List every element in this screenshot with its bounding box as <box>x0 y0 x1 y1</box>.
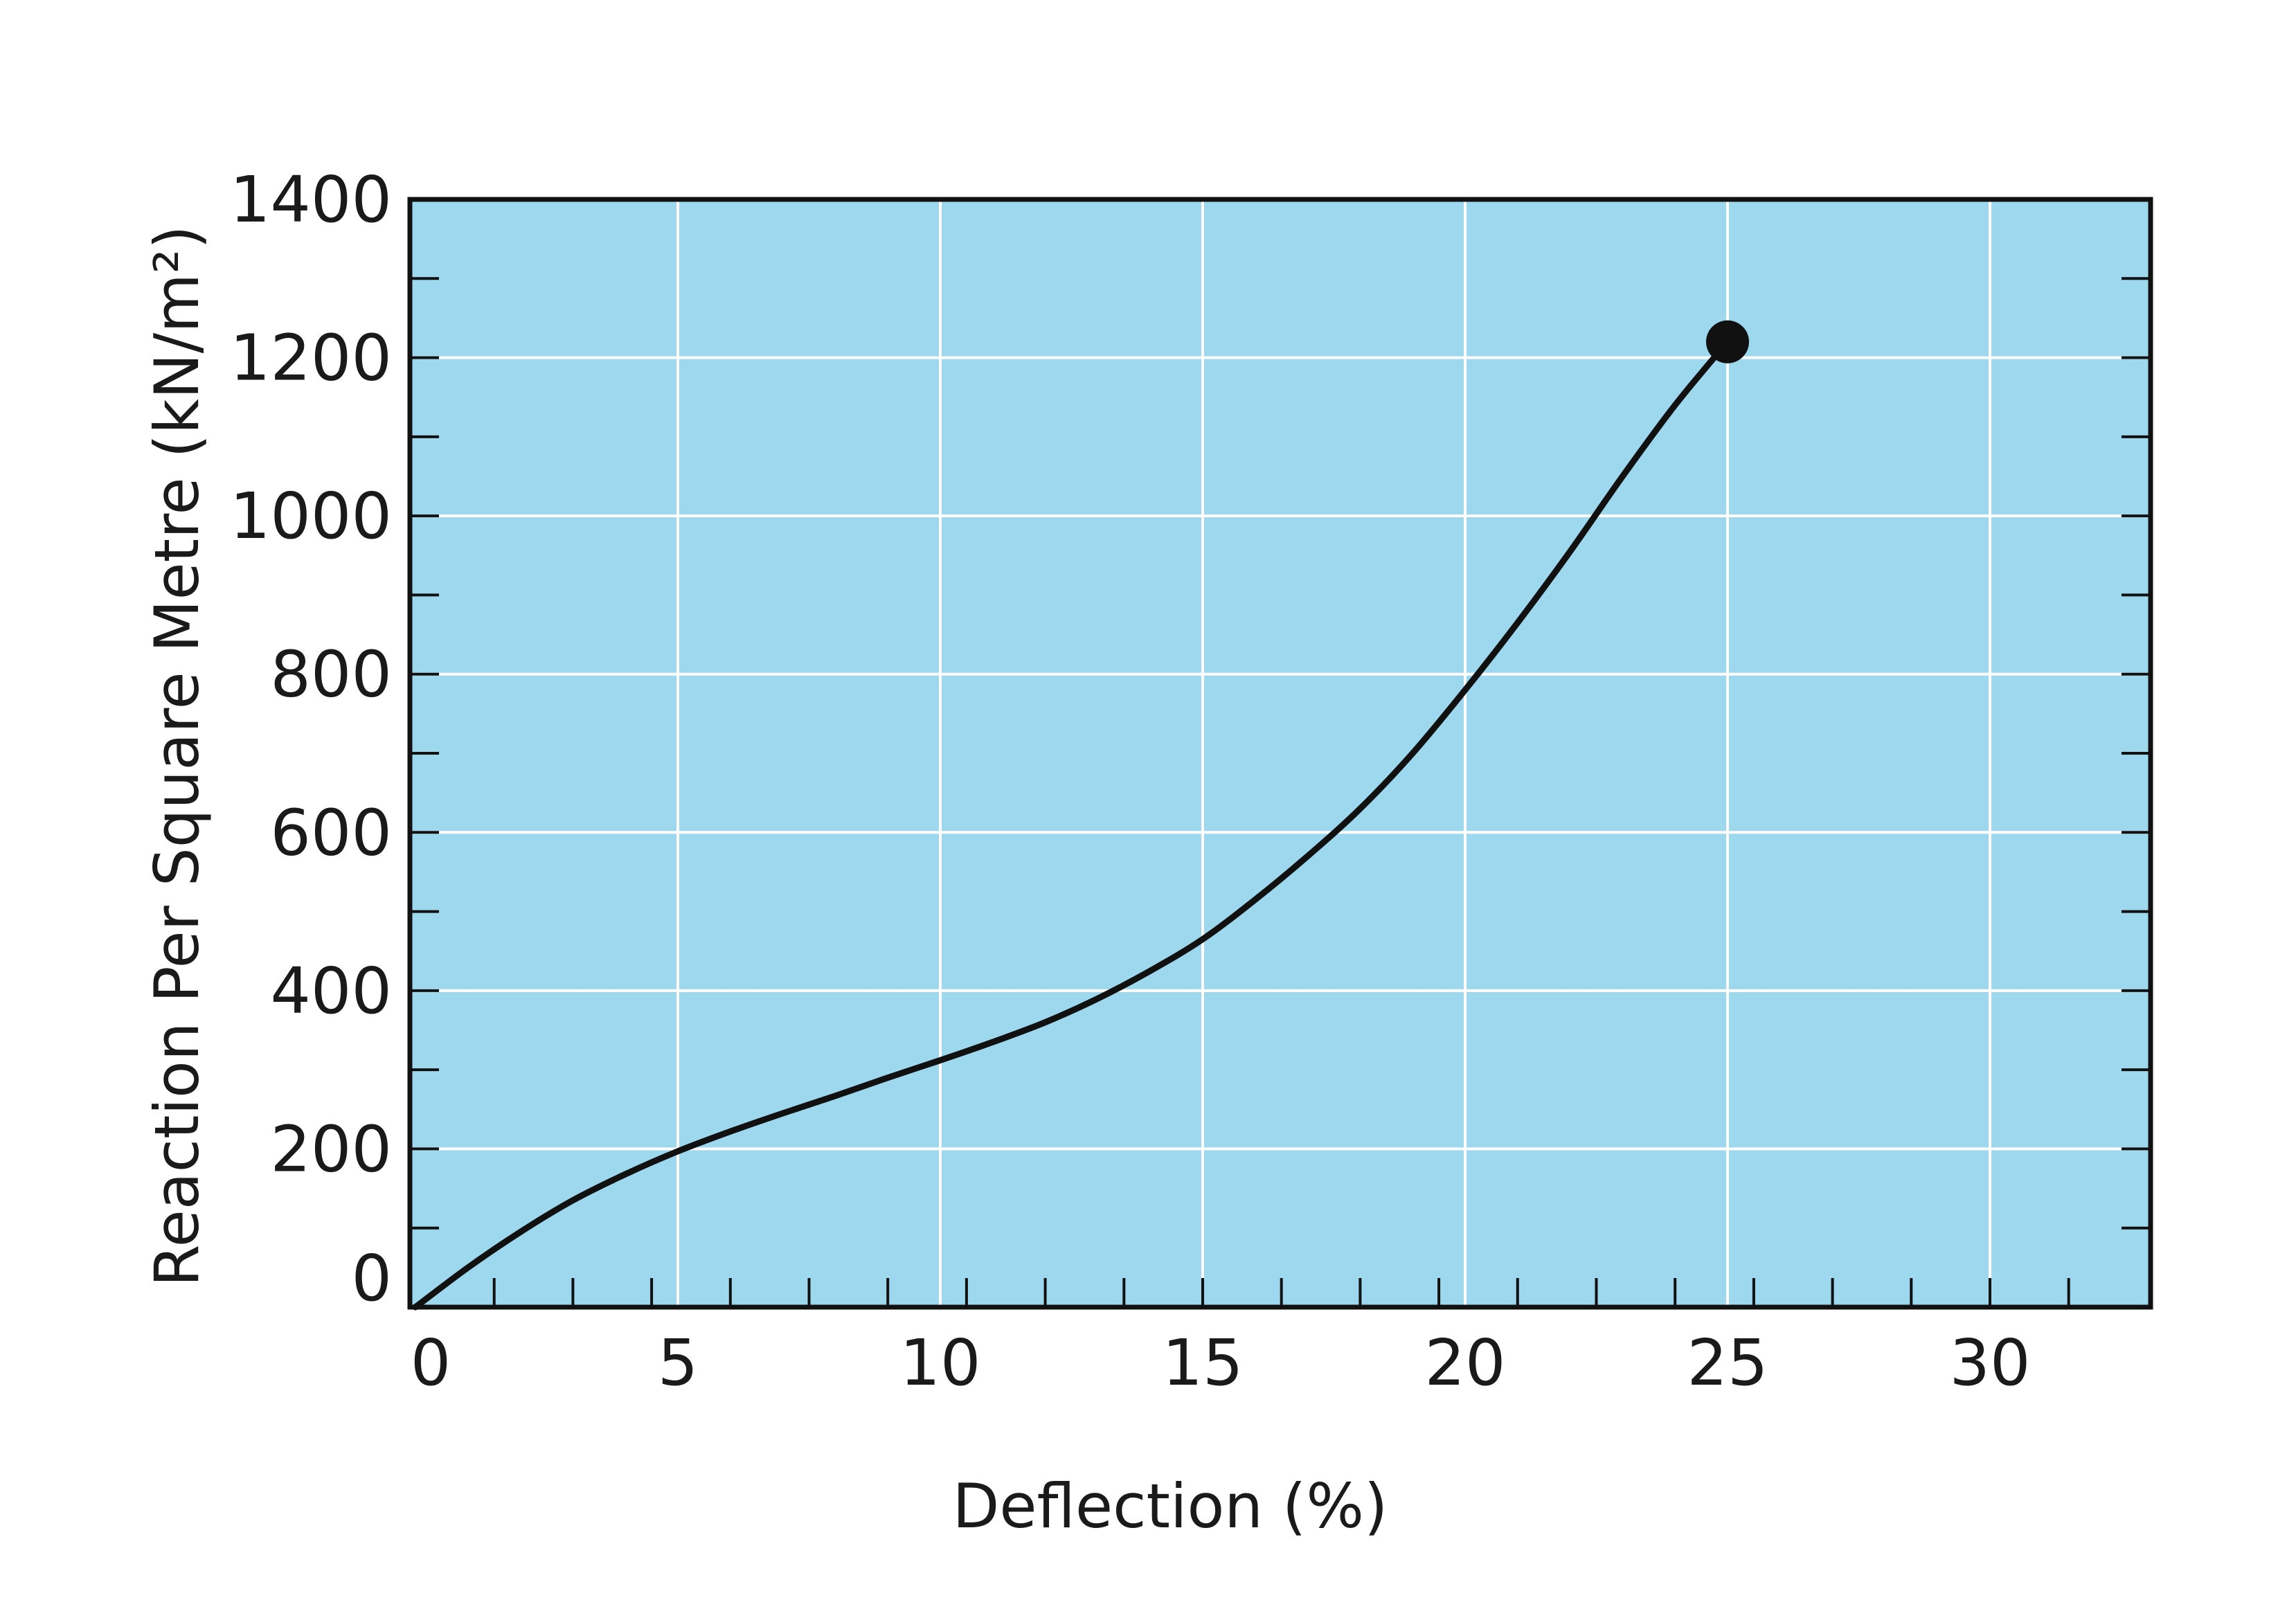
x-tick-label: 0 <box>411 1326 451 1400</box>
y-tick-label: 400 <box>270 954 392 1028</box>
minor-ticks <box>410 277 2151 1307</box>
y-tick-labels: 0 200 400 600 800 1000 1200 1400 <box>230 163 392 1315</box>
x-tick-label: 20 <box>1424 1326 1505 1400</box>
x-tick-label: 15 <box>1162 1326 1243 1400</box>
x-tick-label: 30 <box>1949 1326 2030 1400</box>
x-tick-label: 5 <box>658 1326 699 1400</box>
series-line <box>412 339 1731 1311</box>
y-tick-label: 800 <box>270 638 392 712</box>
y-tick-label: 1000 <box>230 479 392 553</box>
end-point-marker <box>1706 320 1749 363</box>
y-tick-label: 600 <box>270 795 392 870</box>
y-tick-label: 1200 <box>230 321 392 395</box>
y-tick-label: 0 <box>351 1241 392 1315</box>
y-axis-title: Reaction Per Square Metre (kN/m²) <box>141 225 213 1286</box>
y-tick-label: 1400 <box>230 163 392 237</box>
grid-layer <box>410 199 2151 1307</box>
series-layer <box>412 320 1749 1311</box>
x-tick-labels: 0 5 10 15 20 25 30 <box>411 1326 2031 1400</box>
x-tick-label: 25 <box>1687 1326 1768 1400</box>
plot-frame <box>407 197 2153 1310</box>
x-tick-label: 10 <box>899 1326 980 1400</box>
plot-background <box>410 199 2151 1307</box>
x-axis-title: Deflection (%) <box>953 1471 1388 1542</box>
y-tick-label: 200 <box>270 1112 392 1186</box>
